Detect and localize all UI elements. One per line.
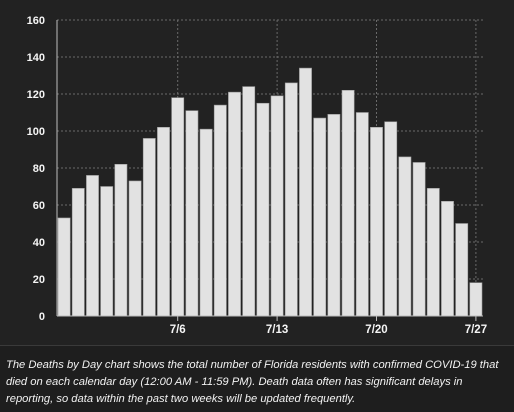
bar [114,164,128,317]
bar [341,90,355,317]
bar [86,175,99,317]
y-tick-label: 0 [39,311,45,323]
x-tick-label: 7/20 [365,324,387,336]
y-tick-label: 40 [33,237,45,249]
y-tick-label: 60 [33,200,45,212]
bar [299,67,312,317]
bar [256,102,270,317]
bar [313,117,327,317]
x-axis-ticks: 7/6 7/13 7/20 7/27 [170,316,487,336]
bar [100,186,114,317]
bar [355,112,369,317]
bar [242,86,256,317]
bar [185,110,199,317]
bar [384,121,398,317]
bar [199,128,213,317]
x-tick-label: 7/27 [465,324,487,336]
bar [57,217,71,317]
y-tick-label: 20 [33,274,45,286]
bar [171,97,185,317]
y-tick-label: 80 [33,163,45,175]
bar [142,138,156,317]
axes [56,20,483,317]
y-axis-ticks: 0 20 40 60 80 100 120 140 160 [27,15,45,323]
bar [426,188,440,317]
bar [157,127,170,317]
bar [412,162,426,317]
y-tick-label: 120 [27,89,45,101]
bar [128,180,142,317]
bar [469,282,483,317]
bar [228,91,241,317]
bar [284,82,298,317]
x-tick-label: 7/6 [170,324,186,336]
bar [270,95,284,317]
x-tick-label: 7/13 [266,324,288,336]
bar [71,188,85,317]
chart-caption: The Deaths by Day chart shows the total … [0,345,514,412]
bar [455,223,469,317]
y-tick-label: 100 [27,126,45,138]
bar [370,127,383,317]
y-tick-label: 160 [27,15,45,27]
deaths-by-day-chart: 0 20 40 60 80 100 120 140 160 7/6 7/13 7/20 7/27 [26,15,488,336]
bars [57,67,483,317]
bar [441,201,454,317]
bar [398,156,412,317]
y-tick-label: 140 [27,52,45,64]
bar [213,104,227,317]
bar [327,114,341,317]
